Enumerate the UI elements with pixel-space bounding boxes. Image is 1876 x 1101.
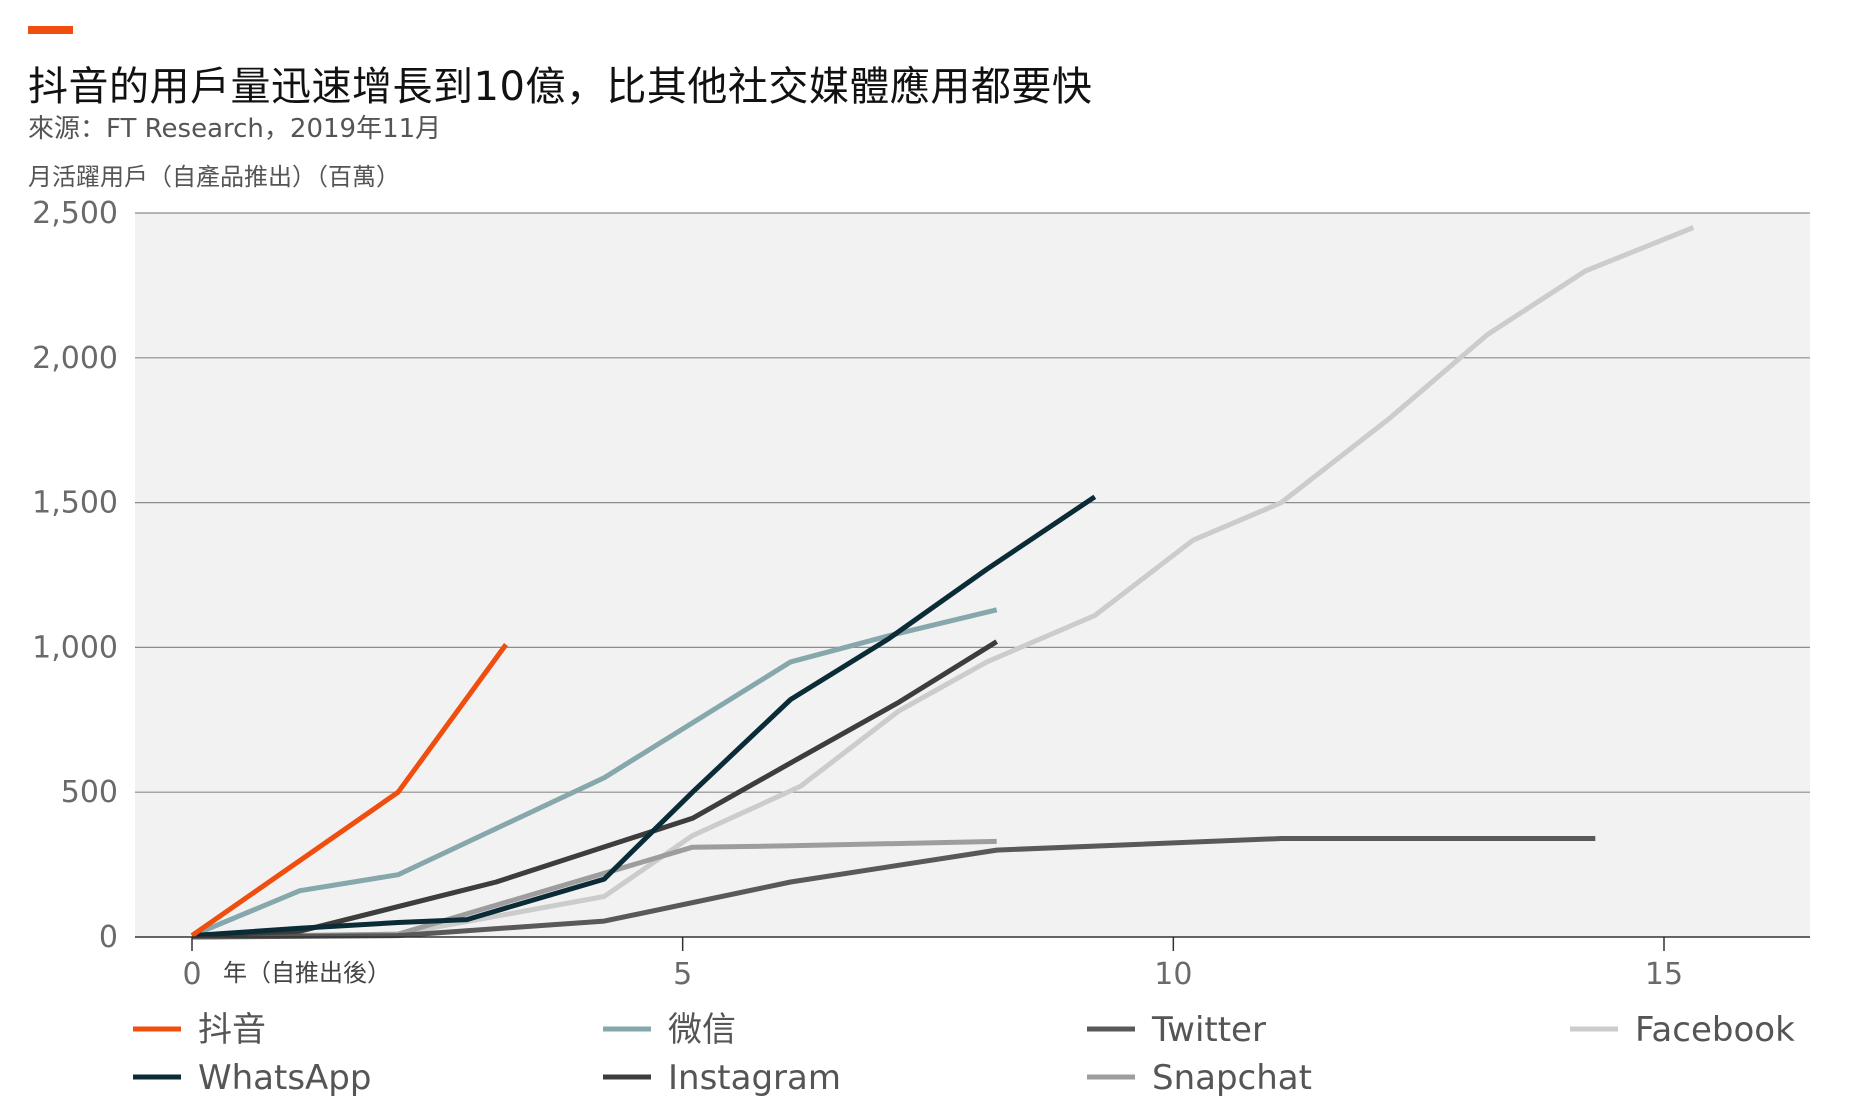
series-line [191, 494, 1097, 939]
grid-lines [135, 212, 1810, 793]
legend-item: Facebook [1570, 1010, 1795, 1050]
x-tick-label: 0 [182, 957, 201, 992]
axes: 0 500 1,000 1,500 2,000 2,500 0 5 10 15 年（自推出後） [32, 196, 1810, 992]
series-lines [190, 225, 1695, 940]
legend-item: 微信 [603, 1010, 736, 1050]
y-tick-label: 0 [99, 920, 118, 955]
chart-title: 抖音的用戶量迅速增長到10億，比其他社交媒體應用都要快 [28, 64, 1093, 110]
plot-background [135, 213, 1810, 937]
y-tick-label: 1,500 [32, 486, 118, 521]
x-tick-label: 10 [1154, 957, 1192, 992]
title-accent-bar [28, 26, 73, 34]
legend-item: Snapchat [1087, 1058, 1312, 1098]
y-tick-label: 2,500 [32, 196, 118, 231]
legend-label: Facebook [1635, 1010, 1795, 1050]
y-tick-label: 500 [61, 775, 118, 810]
legend-label: 抖音 [198, 1010, 266, 1050]
series-line [191, 836, 1596, 940]
series-line [190, 643, 509, 938]
x-tick-label: 15 [1645, 957, 1683, 992]
legend-item: Instagram [603, 1058, 841, 1098]
x-axis-label: 年（自推出後） [223, 959, 391, 987]
y-tick-label: 1,000 [32, 630, 118, 665]
series-line [191, 639, 999, 939]
chart-source: 來源：FT Research，2019年11月 [28, 114, 442, 144]
legend-item: Twitter [1087, 1010, 1266, 1050]
y-tick-label: 2,000 [32, 341, 118, 376]
legend-label: Instagram [668, 1058, 841, 1098]
series-line [191, 225, 1695, 940]
legend-label: WhatsApp [198, 1058, 371, 1098]
y-axis-label: 月活躍用戶（自產品推出）（百萬） [28, 163, 400, 191]
x-tick-label: 5 [673, 957, 692, 992]
legend-label: Snapchat [1152, 1058, 1312, 1098]
legend-item: 抖音 [133, 1010, 266, 1050]
legend-label: 微信 [668, 1010, 736, 1050]
legend-label: Twitter [1151, 1010, 1266, 1050]
legend: 抖音 微信 Twitter Facebook WhatsApp Instagram Snap… [133, 1010, 1795, 1098]
plot-area [135, 213, 1810, 937]
legend-item: WhatsApp [133, 1058, 371, 1098]
